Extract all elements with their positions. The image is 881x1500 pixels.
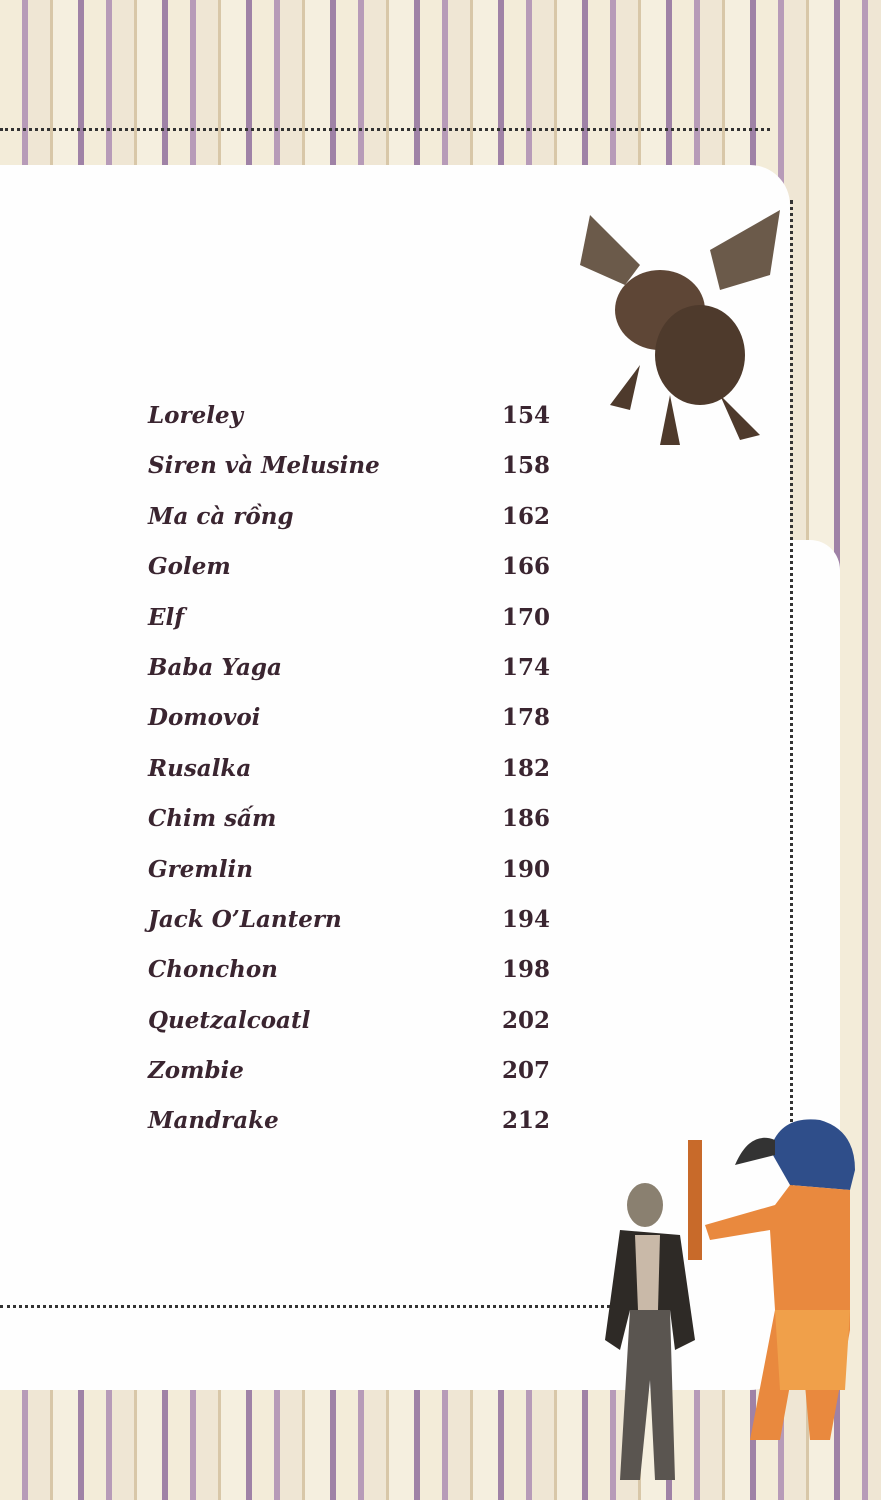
toc-entry[interactable]: Gremlin 190 [148,852,550,902]
toc-entry[interactable]: Jack O’Lantern 194 [148,902,550,952]
toc-entry-title: Jack O’Lantern [148,905,342,933]
toc-entry[interactable]: Chonchon 198 [148,952,550,1002]
toc-entry-page: 202 [501,1006,550,1034]
toc-entry[interactable]: Chim sấm 186 [148,801,550,851]
toc-entry-page: 207 [501,1057,550,1085]
toc-entry-title: Mandrake [148,1107,279,1135]
toc-entry-page: 182 [501,754,550,782]
toc-entry-page: 174 [501,653,550,681]
table-of-contents: Loreley 154 Siren và Melusine 158 Ma cà rồ… [148,398,550,1154]
dotted-border-right [790,200,793,1250]
toc-entry-title: Chim sấm [148,805,277,833]
dotted-border-bottom [0,1305,640,1308]
toc-entry-page: 198 [501,956,550,984]
toc-entry-title: Loreley [148,402,243,429]
toc-entry-title: Rusalka [148,754,252,782]
toc-entry[interactable]: Baba Yaga 174 [148,650,550,700]
toc-entry-page: 190 [501,855,550,883]
toc-entry[interactable]: Ma cà rồng 162 [148,499,550,549]
toc-entry-title: Siren và Melusine [148,452,380,480]
toc-entry-title: Ma cà rồng [148,502,294,530]
toc-entry-page: 212 [501,1107,550,1135]
toc-entry-title: Golem [148,553,231,581]
toc-entry[interactable]: Loreley 154 [148,398,550,448]
toc-entry-page: 154 [501,402,550,429]
toc-entry-page: 166 [501,553,550,581]
toc-entry-page: 178 [501,704,550,732]
toc-entry[interactable]: Siren và Melusine 158 [148,448,550,498]
toc-entry[interactable]: Domovoi 178 [148,700,550,750]
toc-entry-title: Quetzalcoatl [148,1006,311,1034]
toc-entry[interactable]: Golem 166 [148,549,550,599]
toc-entry-page: 186 [501,805,550,833]
toc-entry-title: Domovoi [148,704,261,732]
toc-entry[interactable]: Quetzalcoatl 202 [148,1003,550,1053]
toc-entry-page: 194 [501,905,550,933]
dotted-border-top [0,128,770,131]
toc-entry-page: 162 [501,502,550,530]
toc-entry-title: Baba Yaga [148,653,282,681]
gremlin-illustration [580,210,780,445]
toc-entry-title: Chonchon [148,956,278,984]
toc-entry-page: 158 [501,452,550,480]
toc-entry[interactable]: Zombie 207 [148,1053,550,1103]
toc-entry[interactable]: Mandrake 212 [148,1103,550,1153]
toc-entry-title: Elf [148,603,185,631]
toc-entry-title: Zombie [148,1057,244,1085]
zombie-illustration [605,1183,695,1480]
toc-entry-page: 170 [501,603,550,631]
thoth-illustration [688,1119,855,1440]
toc-entry[interactable]: Elf 170 [148,600,550,650]
toc-entry[interactable]: Rusalka 182 [148,751,550,801]
toc-entry-title: Gremlin [148,855,253,883]
